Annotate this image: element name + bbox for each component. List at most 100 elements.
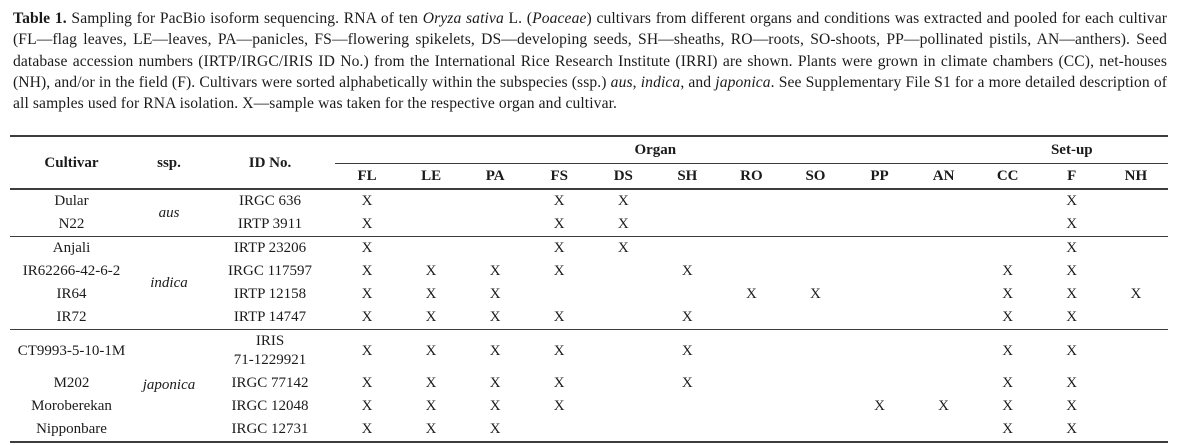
mark-cell-an (912, 260, 976, 283)
mark-cell-pa (463, 213, 527, 237)
mark-cell-an (911, 329, 976, 372)
table-row: M202 IRGC 77142 X X X X X X X (10, 372, 1168, 395)
mark-cell-so (783, 306, 847, 330)
id-cell: IRTP 12158 (233, 286, 307, 302)
mark-cell-fs: X (527, 329, 592, 372)
cultivar-cell: Dular (54, 193, 89, 209)
mark-cell-ds: X (617, 216, 629, 232)
mark-cell-le: X (425, 286, 437, 302)
col-header-le: LE (399, 163, 464, 190)
mark-cell-pp (848, 306, 912, 330)
caption-run: Table 1. (13, 10, 67, 27)
mark-cell-f: X (1066, 286, 1078, 302)
mark-cell-cc: X (1002, 398, 1014, 414)
cultivar-cell: Anjali (10, 236, 133, 260)
col-group-organ: Organ (335, 136, 976, 164)
mark-cell-pp (848, 213, 912, 237)
mark-cell-ro (719, 329, 784, 372)
table-head: Cultivar ssp. ID No. Organ Set-up FL LE PA… (10, 136, 1168, 190)
mark-cell-ro (719, 306, 783, 330)
mark-cell-nh (1104, 372, 1168, 395)
mark-cell-fs: X (553, 193, 565, 209)
table-row: Dular aus IRGC 636 X X X X (10, 189, 1168, 221)
mark-cell-fs (527, 418, 591, 442)
mark-cell-nh (1104, 395, 1168, 418)
cultivar-cell: Nipponbare (36, 421, 107, 437)
table-header-row: Cultivar ssp. ID No. Organ Set-up (10, 136, 1168, 190)
mark-cell-ro (719, 418, 783, 442)
mark-cell-ds (591, 395, 655, 418)
mark-cell-le: X (425, 263, 437, 279)
mark-cell-sh: X (681, 263, 693, 279)
mark-cell-so (783, 213, 847, 237)
mark-cell-sh (655, 236, 720, 260)
table-row: CT9993-5-10-1M japonica IRIS 71-1229921 X X X… (10, 329, 1168, 442)
cultivar-cell: IR64 (56, 286, 87, 302)
mark-cell-pa: X (489, 263, 501, 279)
mark-cell-pa: X (489, 286, 501, 302)
mark-cell-f: X (1066, 263, 1078, 279)
table-row: Moroberekan IRGC 12048 X X X X X X X X (10, 395, 1168, 418)
mark-cell-fl: X (361, 193, 373, 209)
col-header-pa: PA (463, 163, 528, 190)
mark-cell-so (783, 372, 847, 395)
mark-cell-fl: X (361, 263, 373, 279)
mark-cell-le: X (425, 375, 437, 391)
mark-cell-fl: X (361, 309, 373, 325)
table-subheader-row: FL LE PA FS DS SH RO SO PP AN CC F NH (10, 163, 1168, 190)
col-header-ssp: ssp. (133, 136, 205, 190)
mark-cell-cc: X (1002, 263, 1014, 279)
mark-cell-pa: X (489, 398, 501, 414)
mark-cell-nh (1104, 418, 1168, 442)
caption-run: L. ( (503, 10, 533, 27)
mark-cell-le: X (425, 309, 437, 325)
col-header-sh: SH (655, 163, 720, 190)
mark-cell-cc (976, 213, 1040, 237)
mark-cell-cc: X (1002, 375, 1014, 391)
caption-run: Sampling for PacBio isoform sequencing. … (66, 10, 423, 27)
ssp-cell: japonica (133, 329, 205, 442)
mark-cell-pa: X (489, 421, 501, 437)
mark-cell-fl: X (361, 216, 373, 232)
mark-cell-f: X (1066, 216, 1078, 232)
table-row: Anjali indica IRTP 23206 X X X X (10, 236, 1168, 330)
mark-cell-fl: X (361, 286, 373, 302)
caption-run: Poaceae (532, 10, 587, 27)
mark-cell-ro (719, 260, 783, 283)
mark-cell-f: X (1066, 398, 1078, 414)
id-cell: IRGC 636 (238, 193, 302, 209)
mark-cell-nh (1104, 189, 1168, 213)
mark-cell-an: X (938, 398, 950, 414)
id-cell: IRGC 77142 (231, 375, 309, 391)
table-row: IR72 IRTP 14747 X X X X X X X (10, 306, 1168, 330)
caption-run: Oryza sativa (422, 10, 504, 27)
id-cell: IRGC 117597 (227, 263, 313, 279)
mark-cell-pp (848, 283, 912, 306)
mark-cell-nh (1103, 329, 1168, 372)
mark-cell-ds (591, 260, 655, 283)
mark-cell-an (912, 418, 976, 442)
col-header-fs: FS (527, 163, 592, 190)
mark-cell-pp (848, 418, 912, 442)
col-header-cc: CC (975, 163, 1040, 190)
mark-cell-sh: X (655, 329, 720, 372)
mark-cell-sh (655, 189, 719, 213)
mark-cell-an (912, 306, 976, 330)
table-row: Nipponbare IRGC 12731 X X X X X (10, 418, 1168, 442)
mark-cell-pa (463, 236, 528, 260)
col-header-an: AN (911, 163, 976, 190)
col-group-setup: Set-up (975, 136, 1168, 164)
mark-cell-cc (976, 189, 1040, 213)
mark-cell-nh: X (1130, 286, 1142, 302)
mark-cell-le: X (425, 398, 437, 414)
cultivar-cell: CT9993-5-10-1M (10, 329, 133, 372)
mark-cell-so (783, 236, 848, 260)
mark-cell-sh (655, 418, 719, 442)
col-header-cultivar: Cultivar (10, 136, 133, 190)
ssp-cell: indica (133, 236, 205, 330)
mark-cell-fl: X (335, 329, 400, 372)
mark-cell-fs: X (553, 398, 565, 414)
id-cell: IRTP 23206 (205, 236, 335, 260)
mark-cell-pp: X (874, 398, 885, 414)
